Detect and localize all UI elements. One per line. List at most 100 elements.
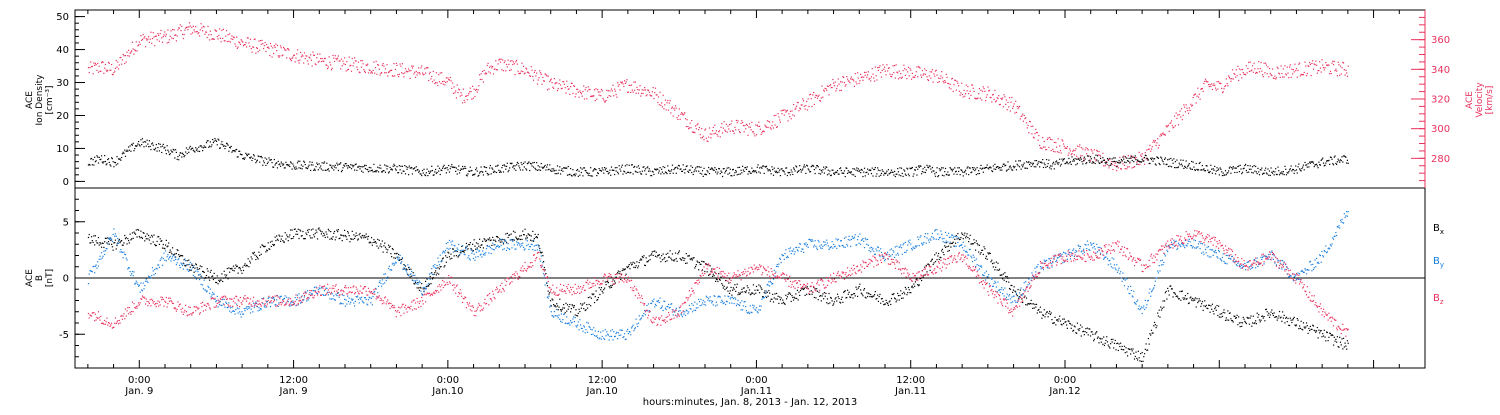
data-point-ion-density: [720, 173, 721, 174]
data-point-ion-density: [1240, 165, 1241, 166]
data-point-velocity: [329, 62, 330, 63]
data-point-ion-density: [898, 171, 899, 172]
data-point-velocity: [779, 119, 780, 120]
data-point-ion-density: [185, 151, 186, 152]
data-point-ion-density: [508, 171, 509, 172]
data-point-ion-density: [740, 173, 741, 174]
data-point-velocity: [1009, 97, 1010, 98]
data-point-velocity: [902, 77, 903, 78]
data-point-ion-density: [1216, 171, 1217, 172]
data-point-bx: [124, 235, 125, 236]
data-point-velocity: [476, 89, 477, 90]
data-point-bx: [292, 229, 293, 230]
data-point-bx: [144, 240, 145, 241]
data-point-velocity: [173, 29, 174, 30]
data-point-velocity: [716, 130, 717, 131]
data-point-velocity: [1026, 122, 1027, 123]
data-point-ion-density: [988, 168, 989, 169]
data-point-ion-density: [936, 172, 937, 173]
data-point-velocity: [503, 70, 504, 71]
data-point-velocity: [923, 74, 924, 75]
data-point-ion-density: [572, 169, 573, 170]
data-point-velocity: [506, 64, 507, 65]
data-point-ion-density: [414, 167, 415, 168]
data-point-ion-density: [1132, 160, 1133, 161]
data-point-bx: [582, 305, 583, 306]
data-point-bx: [99, 242, 100, 243]
data-point-ion-density: [94, 157, 95, 158]
data-point-bx: [1031, 303, 1032, 304]
data-point-velocity: [1128, 155, 1129, 156]
data-point-velocity: [724, 121, 725, 122]
data-point-ion-density: [972, 167, 973, 168]
data-point-bx: [878, 301, 879, 302]
data-point-velocity: [497, 63, 498, 64]
data-point-bx: [1022, 302, 1023, 303]
data-point-bx: [674, 259, 675, 260]
data-point-bx: [270, 242, 271, 243]
data-point-velocity: [157, 39, 158, 40]
data-point-ion-density: [1313, 163, 1314, 164]
data-point-velocity: [302, 54, 303, 55]
data-point-bx: [372, 245, 373, 246]
data-point-ion-density: [243, 158, 244, 159]
data-point-velocity: [89, 72, 90, 73]
data-point-velocity: [558, 88, 559, 89]
data-point-ion-density: [680, 168, 681, 169]
data-point-ion-density: [1297, 166, 1298, 167]
data-point-velocity: [825, 88, 826, 89]
data-point-bx: [491, 245, 492, 246]
data-point-bx: [978, 251, 979, 252]
data-point-ion-density: [1306, 164, 1307, 165]
data-point-bx: [966, 236, 967, 237]
data-point-velocity: [826, 90, 827, 91]
data-point-bx: [575, 309, 576, 310]
data-point-bx: [377, 239, 378, 240]
data-point-bx: [926, 271, 927, 272]
data-point-bx: [761, 289, 762, 290]
data-point-bx: [1062, 319, 1063, 320]
data-point-velocity: [184, 30, 185, 31]
data-point-ion-density: [533, 167, 534, 168]
data-point-bx: [1081, 335, 1082, 336]
data-point-bx: [713, 275, 714, 276]
data-point-ion-density: [482, 172, 483, 173]
data-point-velocity: [657, 102, 658, 103]
data-point-ion-density: [1047, 166, 1048, 167]
data-point-bx: [754, 294, 755, 295]
data-point-ion-density: [1307, 163, 1308, 164]
data-point-ion-density: [1294, 173, 1295, 174]
data-point-ion-density: [1216, 167, 1217, 168]
data-point-bx: [289, 234, 290, 235]
data-point-velocity: [791, 118, 792, 119]
data-point-ion-density: [415, 170, 416, 171]
data-point-bx: [1025, 304, 1026, 305]
data-point-velocity: [190, 25, 191, 26]
data-point-velocity: [484, 70, 485, 71]
data-point-bx: [534, 238, 535, 239]
data-point-velocity: [1313, 69, 1314, 70]
data-point-bx: [250, 262, 251, 263]
data-point-bx: [734, 284, 735, 285]
data-point-bx: [1129, 349, 1130, 350]
data-point-bx: [1087, 328, 1088, 329]
data-point-velocity: [780, 122, 781, 123]
data-point-bx: [974, 242, 975, 243]
data-point-ion-density: [1236, 167, 1237, 168]
data-point-bx: [994, 269, 995, 270]
data-point-ion-density: [1032, 164, 1033, 165]
data-point-bx: [420, 287, 421, 288]
data-point-ion-density: [751, 173, 752, 174]
data-point-bx: [255, 259, 256, 260]
data-point-bx: [257, 257, 258, 258]
data-point-ion-density: [1174, 167, 1175, 168]
data-point-bx: [254, 252, 255, 253]
data-point-bx: [1073, 330, 1074, 331]
data-point-bx: [676, 261, 677, 262]
data-point-ion-density: [198, 147, 199, 148]
data-point-velocity: [348, 69, 349, 70]
data-point-velocity: [932, 69, 933, 70]
data-point-ion-density: [212, 139, 213, 140]
data-point-velocity: [616, 97, 617, 98]
data-point-bx: [585, 309, 586, 310]
